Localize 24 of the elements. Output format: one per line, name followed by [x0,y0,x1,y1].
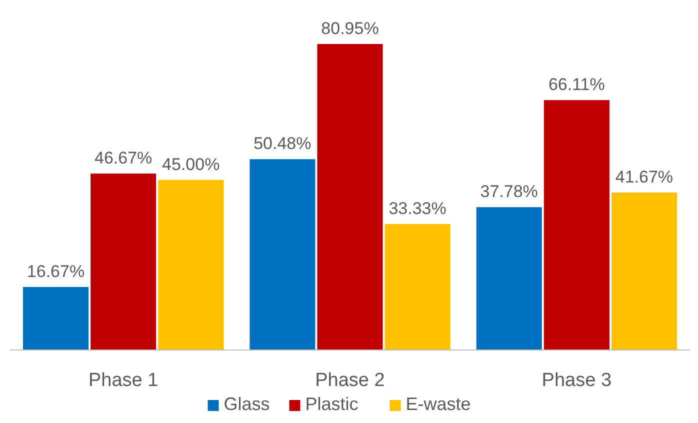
bar [23,286,89,350]
data-label: 66.11% [548,75,605,94]
bar [250,159,316,350]
legend-label: E-waste [406,394,471,414]
bar [384,224,450,350]
data-label: 45.00% [162,154,220,174]
bar [611,192,677,350]
data-label: 37.78% [480,182,538,202]
data-label: 46.67% [94,148,152,168]
x-tick-label: Phase 2 [315,370,385,391]
data-label: 80.95% [321,19,379,38]
bar [158,180,224,350]
data-label: 33.33% [388,199,446,218]
bar [544,100,610,350]
data-label: 41.67% [615,167,674,186]
x-tick-label: Phase 1 [88,370,158,391]
bar [90,174,156,350]
x-tick-label: Phase 3 [542,370,612,391]
data-label: 16.67% [26,262,85,281]
bar [476,207,542,350]
legend-label: Plastic [305,394,358,414]
legend-label: Glass [224,394,270,414]
bar [317,44,383,350]
data-label: 50.48% [254,134,312,154]
